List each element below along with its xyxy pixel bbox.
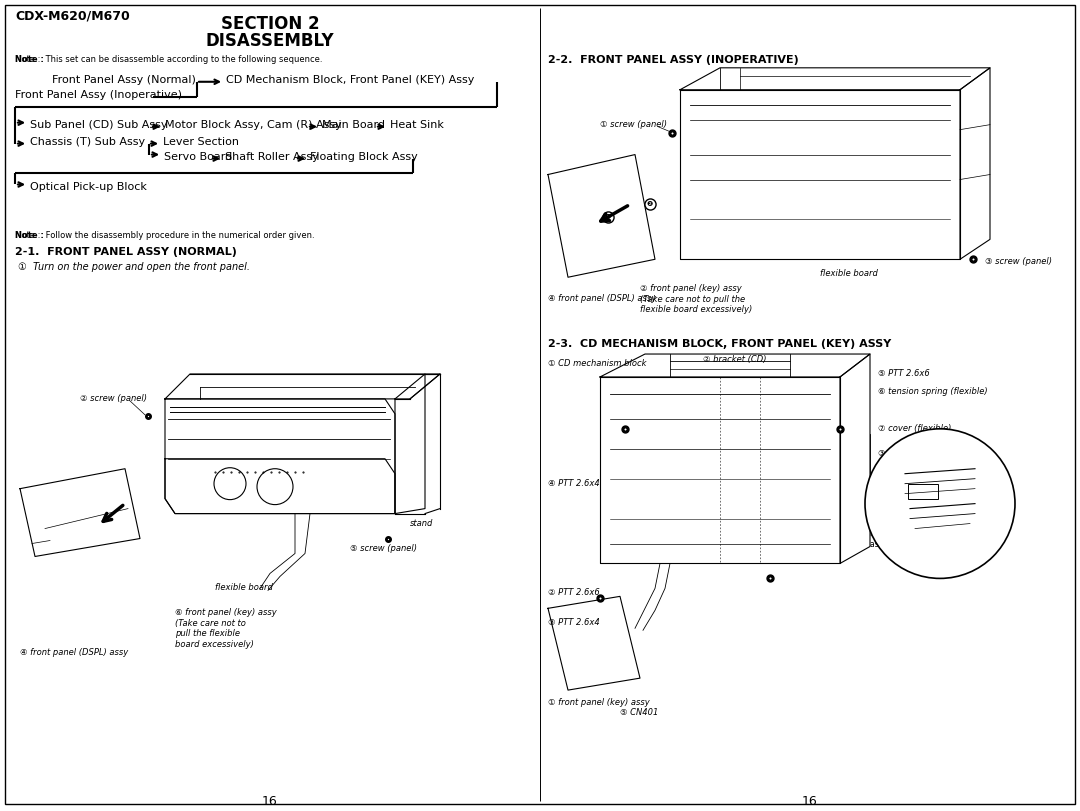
Text: ② screw (panel): ② screw (panel) bbox=[80, 394, 147, 403]
Text: ① front panel (key) assy: ① front panel (key) assy bbox=[548, 698, 650, 707]
Text: ④ front panel (DSPL) assy: ④ front panel (DSPL) assy bbox=[548, 294, 657, 303]
Text: Chassis (T) Sub Assy: Chassis (T) Sub Assy bbox=[30, 136, 145, 147]
Text: ⑦ cover (flexible): ⑦ cover (flexible) bbox=[878, 424, 951, 433]
Text: ⑤ PTT 2.6x6: ⑤ PTT 2.6x6 bbox=[878, 369, 930, 378]
Text: ⑥ tension spring (flexible): ⑥ tension spring (flexible) bbox=[878, 387, 987, 396]
Text: 2-3.  CD MECHANISM BLOCK, FRONT PANEL (KEY) ASSY: 2-3. CD MECHANISM BLOCK, FRONT PANEL (KE… bbox=[548, 339, 891, 349]
Text: ④ PTT 2.6x4: ④ PTT 2.6x4 bbox=[548, 478, 599, 487]
Text: Front Panel Assy (Inoperative): Front Panel Assy (Inoperative) bbox=[15, 90, 183, 100]
Text: flexible board: flexible board bbox=[820, 269, 878, 278]
Text: Servo Board: Servo Board bbox=[164, 152, 232, 161]
Text: ❷: ❷ bbox=[647, 201, 653, 208]
Text: ② front panel (key) assy
(Take care not to pull the
flexible board excessively): ② front panel (key) assy (Take care not … bbox=[640, 284, 753, 314]
Text: Lever Section: Lever Section bbox=[163, 136, 239, 147]
Text: flexible board: flexible board bbox=[880, 483, 937, 492]
Text: 2-1.  FRONT PANEL ASSY (NORMAL): 2-1. FRONT PANEL ASSY (NORMAL) bbox=[15, 247, 237, 257]
Text: slider (flexible): slider (flexible) bbox=[880, 470, 943, 480]
Text: Sub Panel (CD) Sub Assy: Sub Panel (CD) Sub Assy bbox=[30, 120, 167, 130]
Text: ① screw (panel): ① screw (panel) bbox=[600, 120, 667, 129]
Text: ② bracket (CD): ② bracket (CD) bbox=[703, 355, 767, 364]
Text: ⑥ front panel (key) assy
(Take care not to
pull the flexible
board excessively): ⑥ front panel (key) assy (Take care not … bbox=[175, 608, 276, 649]
Text: Main Board: Main Board bbox=[322, 120, 384, 130]
Text: DISASSEMBLY: DISASSEMBLY bbox=[205, 32, 335, 50]
Text: Note :: Note : bbox=[15, 231, 44, 240]
Text: ③ slider (flexible): ③ slider (flexible) bbox=[878, 448, 951, 457]
Text: ⑤ screw (panel): ⑤ screw (panel) bbox=[350, 543, 417, 552]
Text: flexible board: flexible board bbox=[215, 583, 273, 592]
Text: Note :: Note : bbox=[15, 55, 44, 64]
Text: CD Mechanism Block, Front Panel (KEY) Assy: CD Mechanism Block, Front Panel (KEY) As… bbox=[226, 75, 474, 85]
Text: ③ screw (panel): ③ screw (panel) bbox=[985, 257, 1052, 266]
Text: Note :  This set can be disassemble according to the following sequence.: Note : This set can be disassemble accor… bbox=[15, 55, 323, 64]
Text: Motor Block Assy, Cam (R) Assy: Motor Block Assy, Cam (R) Assy bbox=[165, 120, 341, 130]
Text: SECTION 2: SECTION 2 bbox=[220, 15, 320, 33]
Text: CDX-M620/M670: CDX-M620/M670 bbox=[15, 10, 130, 23]
Text: Note: When installing
the flexible board,
make the board stack
as illustrated.: Note: When installing the flexible board… bbox=[870, 508, 954, 549]
Text: Shaft Roller Assy: Shaft Roller Assy bbox=[225, 152, 319, 161]
Text: ④ front panel (DSPL) assy: ④ front panel (DSPL) assy bbox=[21, 648, 129, 657]
Text: ① CD mechanism block: ① CD mechanism block bbox=[548, 359, 647, 368]
Text: 16: 16 bbox=[262, 795, 278, 808]
Text: ❶: ❶ bbox=[605, 214, 611, 221]
Bar bbox=[908, 483, 939, 499]
Text: Optical Pick-up Block: Optical Pick-up Block bbox=[30, 182, 147, 191]
Text: Floating Block Assy: Floating Block Assy bbox=[310, 152, 418, 161]
Text: Heat Sink: Heat Sink bbox=[390, 120, 444, 130]
Text: ⑤ CN401: ⑤ CN401 bbox=[620, 708, 659, 717]
Circle shape bbox=[865, 429, 1015, 578]
Text: ② PTT 2.6x6: ② PTT 2.6x6 bbox=[548, 589, 599, 598]
Text: 16: 16 bbox=[802, 795, 818, 808]
Text: stand: stand bbox=[410, 518, 433, 528]
Text: ③ PTT 2.6x4: ③ PTT 2.6x4 bbox=[548, 618, 599, 627]
Text: ①  Turn on the power and open the front panel.: ① Turn on the power and open the front p… bbox=[18, 262, 249, 272]
Text: 2-2.  FRONT PANEL ASSY (INOPERATIVE): 2-2. FRONT PANEL ASSY (INOPERATIVE) bbox=[548, 55, 799, 65]
Text: ② CN604: ② CN604 bbox=[930, 461, 969, 470]
Text: Note :  Follow the disassembly procedure in the numerical order given.: Note : Follow the disassembly procedure … bbox=[15, 231, 314, 240]
Text: Front Panel Assy (Normal): Front Panel Assy (Normal) bbox=[52, 75, 195, 85]
